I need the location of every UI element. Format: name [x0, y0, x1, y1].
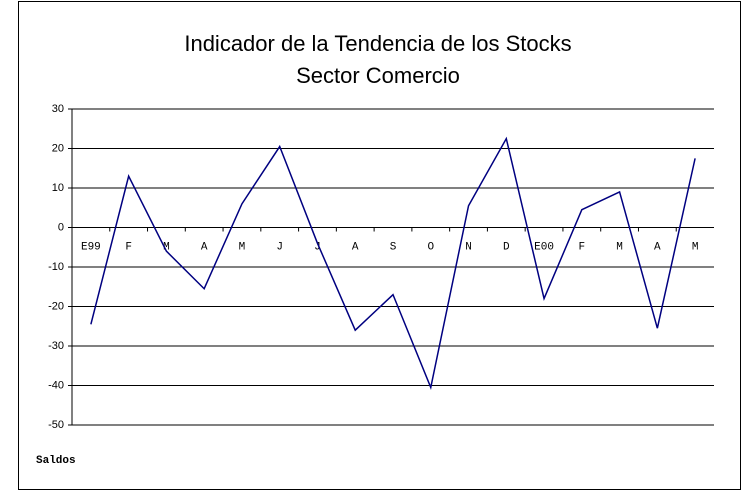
y-tick-label: -10	[48, 261, 64, 273]
x-tick-label: J	[276, 241, 283, 253]
x-tick-label: A	[654, 241, 661, 253]
chart-subtitle: Sector Comercio	[296, 63, 460, 88]
x-tick-label: N	[465, 241, 472, 253]
x-tick-label: F	[125, 241, 132, 253]
x-tick-label: O	[427, 241, 434, 253]
x-tick-label: F	[579, 241, 586, 253]
x-tick-label: M	[163, 241, 170, 253]
x-tick-label: M	[239, 241, 246, 253]
x-tick-label: M	[692, 241, 699, 253]
x-tick-label: S	[390, 241, 397, 253]
y-tick-label: 20	[52, 142, 64, 154]
x-tick-label: D	[503, 241, 510, 253]
y-axis-label: Saldos	[36, 455, 76, 467]
y-tick-label: 10	[52, 182, 64, 194]
x-tick-label: J	[314, 241, 321, 253]
chart-title: Indicador de la Tendencia de los Stocks	[184, 31, 571, 56]
x-tick-label: E00	[534, 241, 554, 253]
x-tick-label: A	[352, 241, 359, 253]
y-tick-label: -50	[48, 419, 64, 431]
chart-frame	[18, 1, 741, 490]
y-tick-label: -20	[48, 300, 64, 312]
y-tick-label: 30	[52, 103, 64, 115]
x-tick-label: M	[616, 241, 623, 253]
x-tick-label: E99	[81, 241, 101, 253]
y-tick-label: 0	[58, 221, 64, 233]
y-tick-label: -30	[48, 340, 64, 352]
x-tick-label: A	[201, 241, 208, 253]
data-line	[90, 136, 696, 391]
y-tick-label: -40	[48, 379, 64, 391]
